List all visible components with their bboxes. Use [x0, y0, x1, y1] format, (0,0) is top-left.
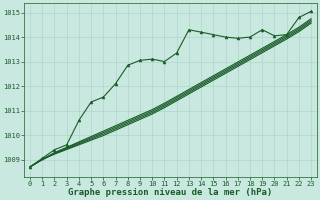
X-axis label: Graphe pression niveau de la mer (hPa): Graphe pression niveau de la mer (hPa) — [68, 188, 273, 197]
